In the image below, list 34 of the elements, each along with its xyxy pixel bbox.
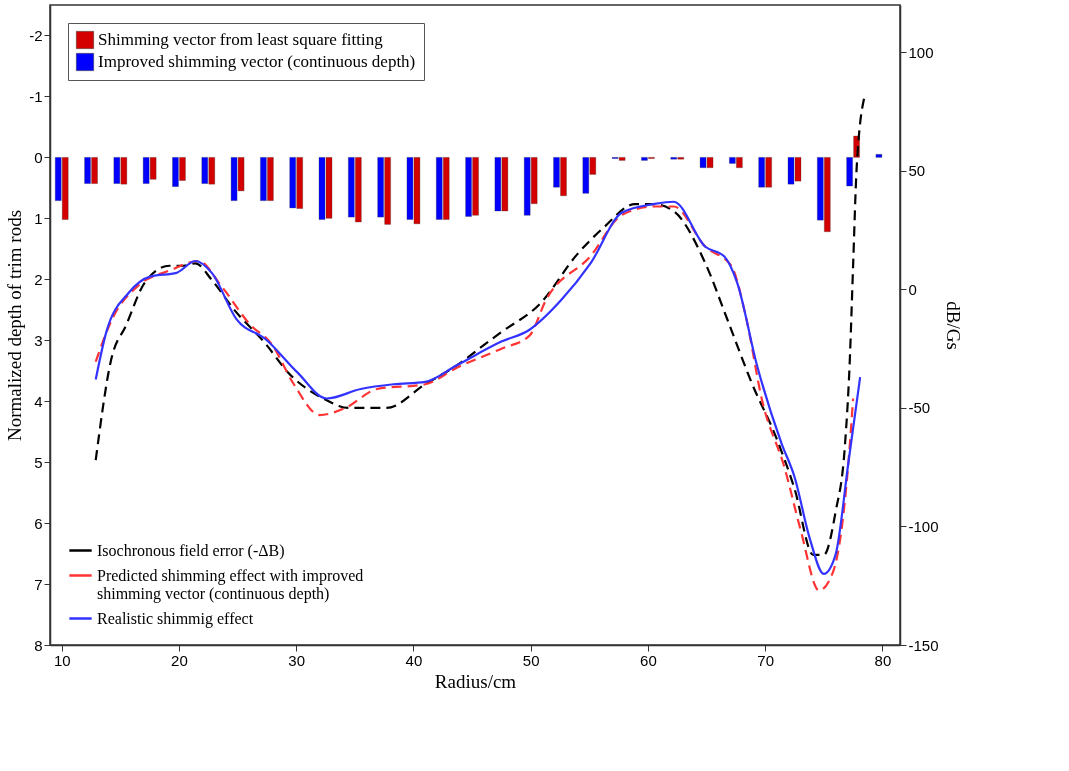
y2-tick-label: 0: [908, 280, 917, 298]
bar: [875, 154, 883, 158]
legend-label: Realistic shimmig effect: [97, 609, 254, 628]
y-tick-label: -1: [29, 87, 43, 105]
y2-tick-label: 100: [908, 43, 934, 61]
y2-tick-label: -100: [908, 517, 939, 535]
y2-tick-label: -50: [908, 399, 931, 417]
x-tick-label: 60: [640, 651, 657, 669]
y-tick-label: 3: [34, 331, 43, 349]
y-tick-label: 0: [34, 148, 43, 166]
x-tick-label: 20: [171, 651, 188, 669]
y2-tick-label: 50: [908, 162, 926, 180]
legend-label: Predicted shimming effect with improved shimming vector (continuous depth): [97, 566, 364, 603]
legend-label: Shimming vector from least square fitting: [98, 30, 384, 49]
y-tick-label: 6: [34, 514, 43, 532]
y-tick-label: 8: [34, 636, 43, 654]
y2-tick-label: -150: [908, 636, 939, 654]
x-axis-title: Radius/cm: [434, 670, 517, 692]
x-tick-label: 30: [288, 651, 306, 669]
y-tick-label: 2: [34, 270, 43, 288]
y-tick-label: 7: [34, 575, 43, 593]
x-tick-label: 10: [53, 651, 71, 669]
legend-label: Isochronous field error (-ΔB): [97, 541, 285, 560]
y-tick-label: 1: [34, 209, 43, 227]
legend-label: Improved shimming vector (continuous depth): [98, 52, 416, 71]
y-tick-label: -2: [29, 26, 43, 44]
y-tick-label: 5: [34, 453, 43, 471]
y-axis-title: Normalized depth of trim rods: [4, 209, 26, 442]
y-tick-label: 4: [34, 392, 43, 410]
x-tick-label: 50: [522, 651, 540, 669]
x-tick-label: 80: [874, 651, 892, 669]
x-tick-label: 40: [405, 651, 423, 669]
y2-axis-title: dB/Gs: [942, 301, 964, 350]
x-tick-label: 70: [757, 651, 775, 669]
